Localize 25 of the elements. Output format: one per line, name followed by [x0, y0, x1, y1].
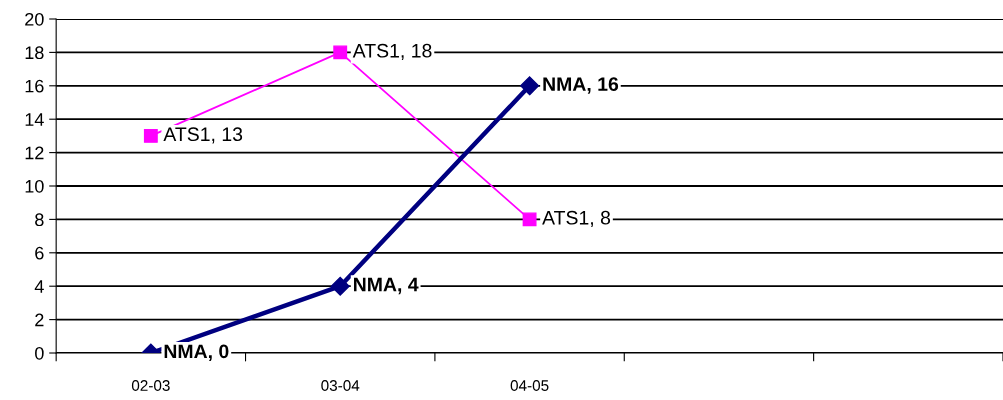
point [143, 128, 158, 143]
data-label: ATS1, 13 [163, 127, 243, 144]
y-tick-label: 8 [35, 213, 44, 227]
y-tick-label: 14 [25, 113, 44, 126]
x-tick-label: 02-03 [131, 380, 170, 391]
data-label: NMA, 4 [354, 277, 419, 295]
data-label: NMA, 0 [164, 344, 229, 362]
y-tick-label: 10 [25, 179, 44, 193]
data-label: ATS1, 18 [352, 43, 432, 60]
y-tick-label: 12 [25, 146, 44, 160]
y-tick-label: 16 [25, 79, 44, 93]
y-tick-label: 20 [25, 12, 44, 26]
point [520, 76, 540, 96]
data-label: NMA, 16 [543, 77, 619, 94]
y-tick-label: 0 [35, 346, 44, 360]
point [330, 276, 350, 296]
point [522, 212, 537, 227]
y-tick-label: 6 [35, 246, 44, 260]
data-label: ATS1, 8 [542, 210, 611, 227]
x-tick-label: 03-04 [321, 380, 360, 391]
y-tick-label: 2 [35, 313, 44, 327]
x-tick-label: 04-05 [510, 380, 549, 391]
y-tick-label: 4 [34, 280, 44, 293]
point [333, 45, 348, 60]
y-tick-label: 18 [25, 46, 44, 60]
